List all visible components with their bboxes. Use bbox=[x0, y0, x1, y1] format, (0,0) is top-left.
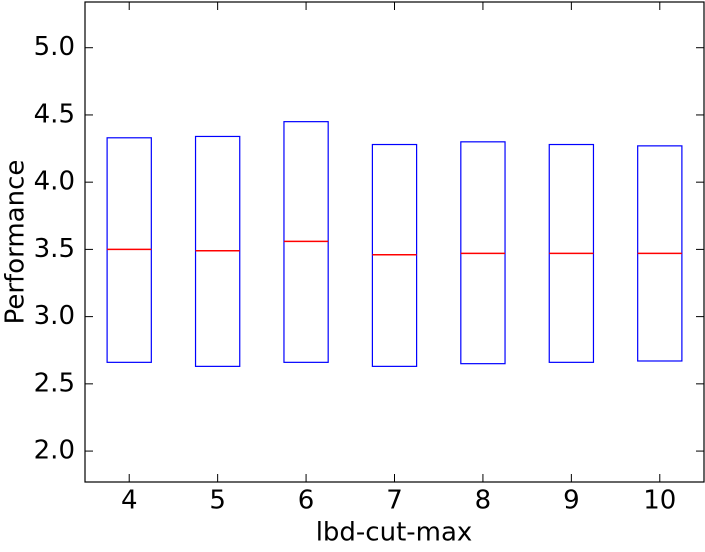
y-tick-label: 2.5 bbox=[34, 368, 75, 398]
x-tick-label: 4 bbox=[121, 486, 138, 516]
y-tick-label: 3.5 bbox=[34, 234, 75, 264]
x-tick-label: 8 bbox=[475, 486, 492, 516]
y-tick-label: 3.0 bbox=[34, 301, 75, 331]
plot-frame bbox=[84, 1, 705, 483]
x-axis-label: lbd-cut-max bbox=[316, 518, 473, 548]
y-tick-label: 5.0 bbox=[34, 32, 75, 62]
x-tick-label: 5 bbox=[209, 486, 226, 516]
x-tick-label: 6 bbox=[298, 486, 315, 516]
y-axis-label: Performance bbox=[1, 160, 31, 325]
y-tick-label: 4.5 bbox=[34, 99, 75, 129]
x-tick-label: 7 bbox=[386, 486, 403, 516]
x-tick-label: 9 bbox=[563, 486, 580, 516]
y-tick-label: 2.0 bbox=[34, 436, 75, 466]
x-tick-label: 10 bbox=[643, 486, 676, 516]
y-tick-label: 4.0 bbox=[34, 167, 75, 197]
